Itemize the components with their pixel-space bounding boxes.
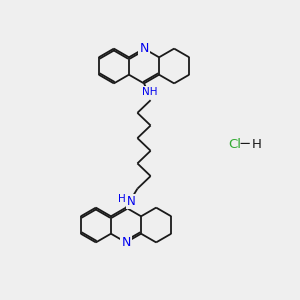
Text: H: H (252, 137, 261, 151)
Text: −: − (238, 136, 250, 152)
Text: Cl: Cl (228, 137, 241, 151)
Text: N: N (121, 236, 131, 249)
Text: N: N (139, 42, 149, 55)
Text: N: N (127, 195, 136, 208)
Text: NH: NH (142, 87, 157, 97)
Text: H: H (118, 194, 125, 204)
